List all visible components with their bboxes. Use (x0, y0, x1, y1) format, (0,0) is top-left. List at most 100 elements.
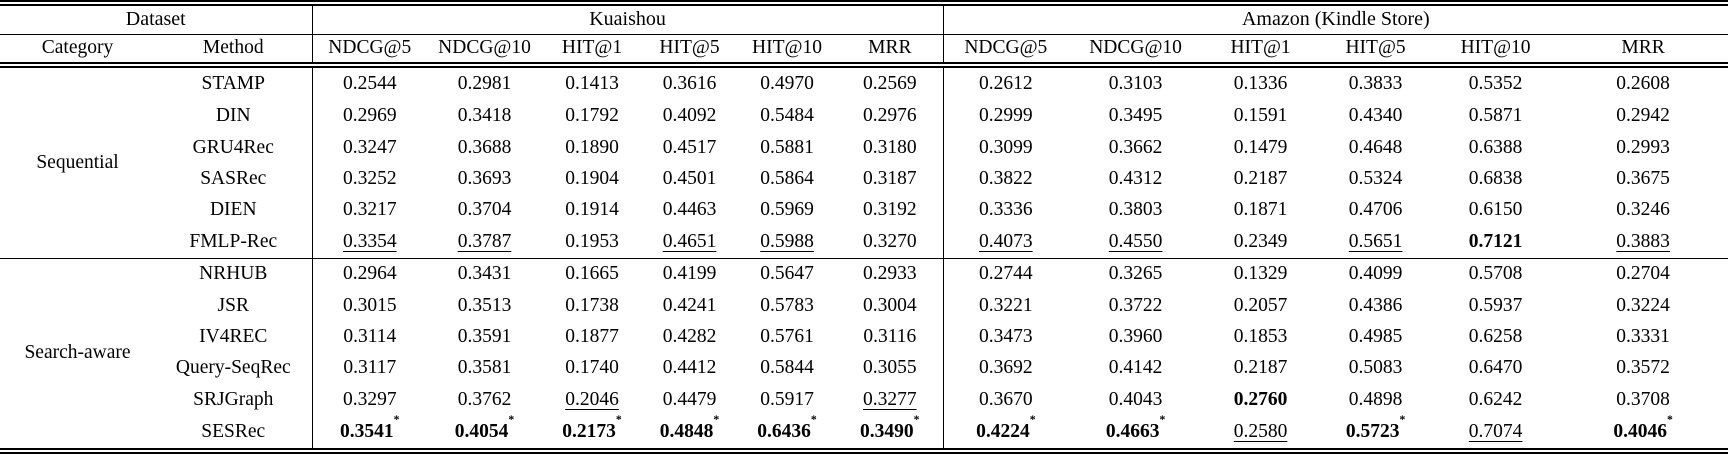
metric-value: 0.4970 (760, 73, 814, 95)
metric-value: 0.5324 (1348, 167, 1403, 189)
metric-value: 0.4898 (1348, 388, 1403, 410)
metric-value: 0.5871 (1468, 105, 1523, 127)
metric-cell: 0.2612 (942, 65, 1069, 101)
metric-value: 0.3662 (1108, 136, 1163, 158)
metric-value: 0.3473 (979, 326, 1033, 348)
metric-cell: 0.6258 (1433, 321, 1558, 352)
method-cell: SASRec (200, 167, 267, 189)
metric-cell: 0.4241 (642, 290, 737, 321)
metric-cell: 0.4970 (737, 65, 837, 101)
significance-star: * (713, 412, 720, 426)
metric-value: 0.5937 (1468, 294, 1523, 316)
metric-cell: 0.3495 (1068, 101, 1203, 132)
metric-value: 0.2981 (457, 73, 512, 95)
metric-value: 0.4224 (976, 420, 1030, 442)
metric-cell: 0.5969 (737, 195, 837, 226)
metric-value: 0.3336 (979, 199, 1033, 221)
table-row: JSR 0.3015 0.3513 0.1738 0.4241 0.5783 0.3004 0… (0, 290, 1728, 322)
method-cell: FMLP-Rec (189, 230, 278, 252)
metric-value: 0.3103 (1108, 73, 1163, 95)
metric-cell: 0.2569 (837, 65, 943, 101)
metric-cell: 0.6470 (1433, 353, 1558, 384)
metric-value: 0.1953 (565, 230, 619, 252)
group-header-kuaishou: Kuaishou (311, 3, 944, 35)
metric-cell: 0.3015 (311, 290, 428, 322)
section-search-aware: Search-aware NRHUB 0.2964 0.3431 0.1665 0.419… (0, 257, 1728, 451)
metric-cell: 0.5988 (737, 226, 837, 258)
column-header-k-ndcg10: NDCG@10 (427, 34, 543, 68)
group-header-row: Dataset Kuaishou Amazon (Kindle Store) (0, 3, 1728, 35)
metric-cell: 0.3693 (427, 163, 542, 194)
metric-cell: 0.2349 (1203, 226, 1318, 258)
metric-cell: 0.3591 (427, 321, 542, 352)
section-sequential: Sequential STAMP 0.2544 0.2981 0.1413 0.3616 0… (0, 65, 1728, 258)
table-row: GRU4Rec 0.3247 0.3688 0.1890 0.4517 0.5881 0.3… (0, 131, 1728, 164)
metric-value: 0.4517 (662, 136, 717, 158)
metric-cell: 0.5917 (737, 384, 837, 415)
metric-cell: 0.4985 (1318, 321, 1433, 352)
method-cell: Query-SeqRec (175, 357, 291, 379)
metric-cell: 0.2964 (311, 257, 428, 291)
metric-cell: 0.2544 (311, 65, 428, 101)
metric-value: 0.3265 (1108, 263, 1163, 285)
metric-cell: 0.2046 (542, 384, 642, 415)
table-row: DIEN 0.3217 0.3704 0.1914 0.4463 0.5969 0.3192… (0, 194, 1728, 226)
metric-cell: 0.3675 (1558, 163, 1728, 194)
metric-cell: 0.4046* (1558, 413, 1728, 451)
metric-cell: 0.2057 (1203, 290, 1318, 321)
metric-value: 0.5723 (1345, 420, 1400, 442)
metric-cell: 0.5937 (1433, 290, 1558, 321)
metric-value: 0.5761 (760, 326, 814, 348)
metric-cell: 0.4550 (1068, 226, 1203, 258)
metric-value: 0.2349 (1233, 230, 1288, 252)
metric-value: 0.2969 (342, 105, 397, 127)
metric-value: 0.4463 (662, 199, 717, 221)
column-header-a-hit1: HIT@1 (1203, 34, 1319, 68)
metric-cell: 0.4463 (642, 195, 737, 226)
metric-cell: 0.5761 (737, 321, 837, 352)
metric-cell: 0.4099 (1318, 257, 1434, 291)
metric-cell: 0.4648 (1318, 132, 1433, 163)
column-header-k-hit5: HIT@5 (642, 34, 738, 68)
metric-value: 0.2933 (862, 263, 917, 285)
metric-cell: 0.3103 (1068, 65, 1203, 101)
metric-cell: 0.3055 (837, 353, 943, 384)
significance-star: * (393, 412, 400, 426)
metric-value: 0.6388 (1468, 136, 1523, 158)
metric-cell: 0.5871 (1433, 101, 1558, 132)
metric-value: 0.1665 (565, 263, 619, 285)
metric-cell: 0.3099 (942, 131, 1069, 164)
metric-value: 0.4648 (1348, 136, 1403, 158)
method-cell: DIEN (209, 199, 257, 221)
metric-value: 0.2942 (1616, 105, 1670, 127)
metric-cell: 0.3221 (942, 290, 1069, 322)
metric-value: 0.3616 (662, 73, 717, 95)
metric-value: 0.5484 (760, 105, 814, 127)
metric-cell: 0.1871 (1203, 195, 1318, 226)
metric-value: 0.2744 (979, 263, 1033, 285)
metric-cell: 0.1740 (542, 353, 642, 384)
category-cell: Sequential (36, 151, 119, 173)
metric-cell: 0.5881 (737, 132, 837, 163)
metric-value: 0.3297 (342, 388, 397, 410)
column-header-a-ndcg5: NDCG@5 (942, 34, 1069, 68)
metric-value: 0.3675 (1616, 167, 1670, 189)
metric-value: 0.3055 (862, 357, 917, 379)
metric-cell: 0.3224 (1558, 290, 1728, 321)
metric-cell: 0.3833 (1318, 65, 1433, 101)
metric-cell: 0.3265 (1068, 257, 1204, 291)
metric-value: 0.6242 (1468, 388, 1523, 410)
metric-value: 0.2580 (1233, 420, 1288, 442)
method-cell: JSR (217, 294, 249, 316)
column-header-a-hit10: HIT@10 (1433, 34, 1559, 68)
metric-value: 0.3431 (457, 263, 512, 285)
metric-value: 0.3224 (1616, 294, 1670, 316)
metric-cell: 0.1591 (1203, 101, 1318, 132)
metric-cell: 0.1329 (1203, 257, 1319, 291)
metric-value: 0.3418 (457, 105, 512, 127)
metric-value: 0.1914 (565, 199, 619, 221)
metric-cell: 0.1890 (542, 132, 642, 163)
metric-value: 0.4073 (979, 230, 1033, 252)
significance-star: * (615, 412, 622, 426)
